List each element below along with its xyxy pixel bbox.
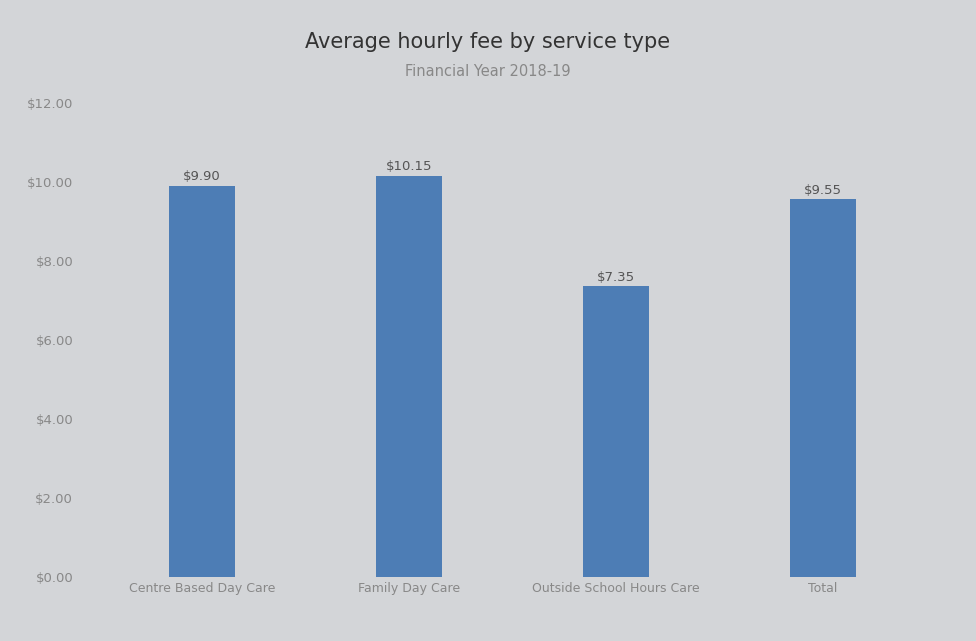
Text: $9.55: $9.55 [803,183,841,197]
Bar [169,186,235,577]
Bar [583,287,649,577]
Text: Financial Year 2018-19: Financial Year 2018-19 [405,64,571,79]
Bar [376,176,442,577]
Text: $9.90: $9.90 [183,170,221,183]
Text: $7.35: $7.35 [596,271,634,283]
Text: Average hourly fee by service type: Average hourly fee by service type [305,32,671,52]
Bar [790,199,856,577]
Text: $10.15: $10.15 [386,160,432,173]
